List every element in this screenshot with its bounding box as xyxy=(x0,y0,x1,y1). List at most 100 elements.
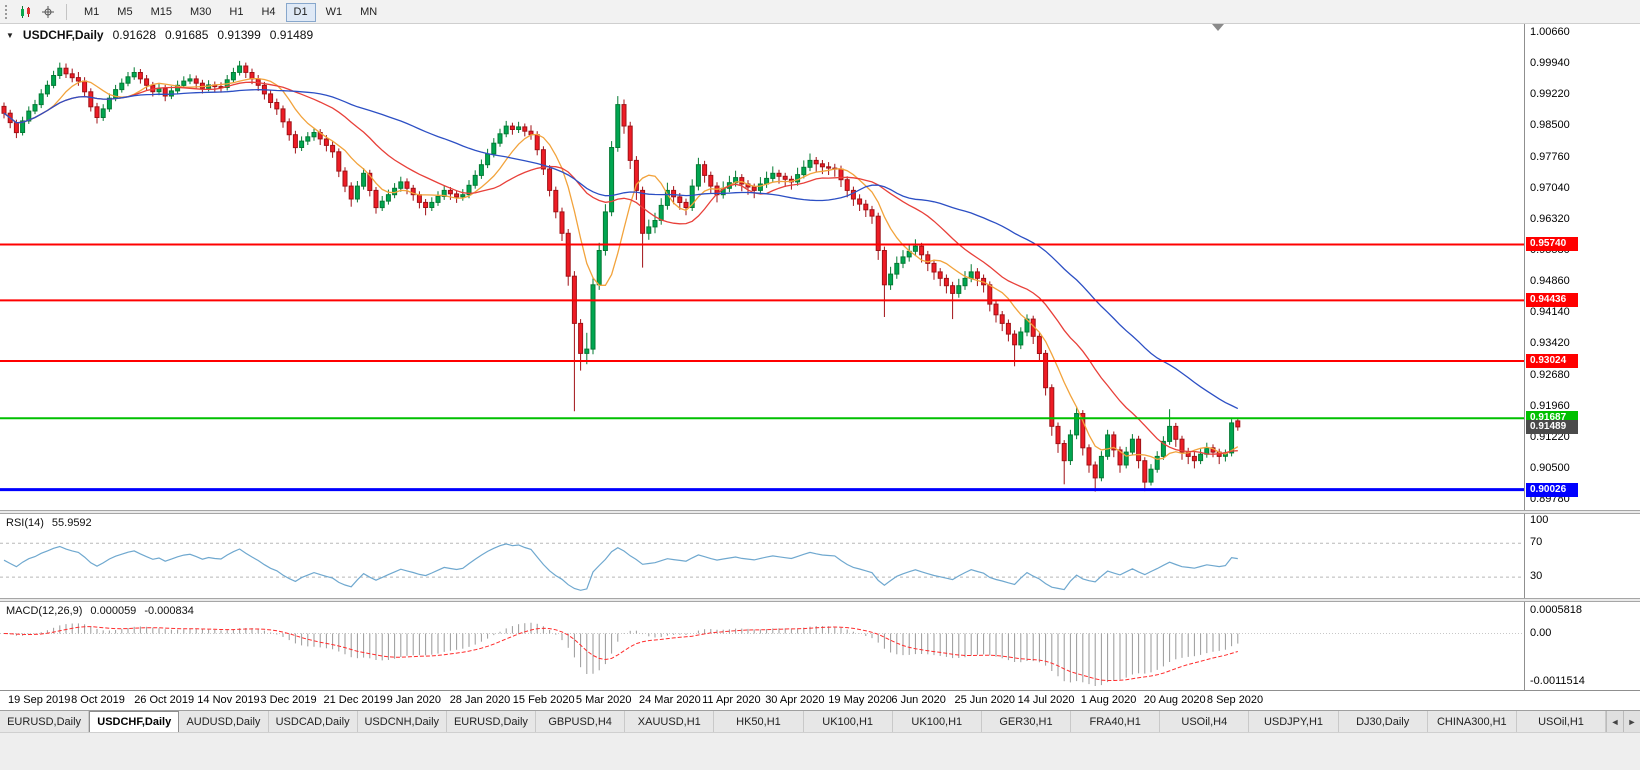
timeframe-h4-button[interactable]: H4 xyxy=(253,3,283,22)
macd-signal-value: -0.000834 xyxy=(144,605,194,617)
chart-symbol-label: USDCHF,Daily xyxy=(22,28,104,42)
chart-tabs: EURUSD,Daily USDCHF,Daily AUDUSD,Daily USDC… xyxy=(0,711,1607,732)
rsi-tick: 30 xyxy=(1530,570,1543,583)
chart-tab[interactable]: USOil,H4 xyxy=(1160,711,1250,732)
macd-label: MACD(12,26,9) xyxy=(6,605,83,617)
candlestick-glyph xyxy=(21,5,30,18)
price-tick: 0.99220 xyxy=(1530,88,1570,101)
price-tick: 0.97040 xyxy=(1530,181,1570,194)
time-axis: 19 Sep 2019 8 Oct 2019 26 Oct 2019 14 Nov 2… xyxy=(0,690,1640,710)
toolbar-separator xyxy=(66,3,67,20)
price-tick: 0.92680 xyxy=(1530,368,1570,381)
chart-tab-bar: EURUSD,Daily USDCHF,Daily AUDUSD,Daily USDC… xyxy=(0,710,1640,732)
date-label: 25 Jun 2020 xyxy=(954,694,1016,706)
price-level-badge: 0.93024 xyxy=(1526,353,1578,368)
high-value: 0.91685 xyxy=(165,28,209,42)
timeframe-m30-button[interactable]: M30 xyxy=(182,3,219,22)
timeframe-m5-button[interactable]: M5 xyxy=(109,3,140,22)
chart-tab[interactable]: FRA40,H1 xyxy=(1071,711,1161,732)
date-label: 21 Dec 2019 xyxy=(323,694,386,706)
date-label: 5 Mar 2020 xyxy=(575,694,632,706)
rsi-axis: 100 70 30 xyxy=(1525,514,1640,598)
chart-tab[interactable]: AUDUSD,Daily xyxy=(179,711,269,732)
price-tick: 1.00660 xyxy=(1530,26,1570,39)
ma-line-45 xyxy=(3,89,1239,410)
chart-tab[interactable]: EURUSD,Daily xyxy=(0,711,90,732)
tab-scroll-right-button[interactable]: ► xyxy=(1623,711,1640,732)
price-tick: 0.96320 xyxy=(1530,212,1570,225)
date-label: 15 Feb 2020 xyxy=(512,694,575,706)
chart-shift-marker[interactable] xyxy=(1212,24,1224,31)
date-label: 14 Nov 2019 xyxy=(197,694,260,706)
tab-scroll-left-button[interactable]: ◄ xyxy=(1606,711,1623,732)
price-tick: 0.97760 xyxy=(1530,150,1570,163)
chart-tab[interactable]: USOil,H1 xyxy=(1516,711,1607,732)
close-value: 0.91489 xyxy=(269,28,314,42)
crosshair-icon[interactable] xyxy=(38,2,58,22)
rsi-label: RSI(14) xyxy=(6,517,44,529)
chart-tab[interactable]: CHINA300,H1 xyxy=(1427,711,1517,732)
chart-title: ▼ USDCHF,Daily 0.91628 0.91685 0.91399 0… xyxy=(6,28,313,42)
current-price-badge: 0.91489 xyxy=(1526,419,1578,434)
chart-menu-icon[interactable]: ▼ xyxy=(6,30,14,40)
macd-tick: -0.0011514 xyxy=(1530,675,1585,687)
price-tick: 0.94860 xyxy=(1530,275,1570,288)
chart-tab[interactable]: EURUSD,Daily xyxy=(446,711,537,732)
timeframe-m15-button[interactable]: M15 xyxy=(143,3,180,22)
date-label: 19 May 2020 xyxy=(828,694,892,706)
chart-tab[interactable]: GBPUSD,H4 xyxy=(536,711,626,732)
rsi-chart[interactable] xyxy=(0,514,1524,598)
ma-line-21 xyxy=(3,81,1238,455)
pane-splitter[interactable] xyxy=(0,510,1640,514)
price-axis: 1.00660 0.99940 0.99220 0.98500 0.97760 0.970… xyxy=(1525,24,1640,510)
ma-line-8 xyxy=(3,77,1239,460)
top-toolbar: M1 M5 M15 M30 H1 H4 D1 W1 MN xyxy=(0,0,1640,24)
macd-main-value: 0.000059 xyxy=(90,605,137,617)
price-chart[interactable] xyxy=(0,24,1524,510)
chart-tab[interactable]: GER30,H1 xyxy=(981,711,1072,732)
timeframe-mn-button[interactable]: MN xyxy=(352,3,385,22)
chart-tab[interactable]: USDCHF,Daily xyxy=(89,711,180,732)
price-tick: 0.90500 xyxy=(1530,462,1570,475)
macd-plot xyxy=(0,622,1524,686)
price-tick: 0.94140 xyxy=(1530,306,1570,319)
crosshair-glyph xyxy=(42,5,54,18)
chart-tab[interactable]: USDJPY,H1 xyxy=(1249,711,1339,732)
candlestick-chart-icon[interactable] xyxy=(16,2,36,22)
timeframe-m1-button[interactable]: M1 xyxy=(76,3,107,22)
chart-tab[interactable]: HK50,H1 xyxy=(714,711,804,732)
price-tick: 0.91220 xyxy=(1530,431,1570,444)
date-label: 8 Oct 2019 xyxy=(71,694,125,706)
macd-tick: 0.00 xyxy=(1530,626,1552,639)
chart-tab[interactable]: USDCAD,Daily xyxy=(268,711,358,732)
price-tick: 0.93420 xyxy=(1530,336,1570,349)
macd-label-box: MACD(12,26,9) 0.000059 -0.000834 xyxy=(6,605,194,617)
timeframe-w1-button[interactable]: W1 xyxy=(318,3,351,22)
timeframe-d1-button[interactable]: D1 xyxy=(285,2,316,22)
low-value: 0.91399 xyxy=(217,28,261,42)
macd-axis: 0.0005818 0.00 -0.0011514 xyxy=(1525,602,1640,690)
pane-splitter[interactable] xyxy=(0,598,1640,602)
chart-tab[interactable]: XAUUSD,H1 xyxy=(625,711,715,732)
date-label: 3 Dec 2019 xyxy=(260,694,317,706)
chart-tab[interactable]: USDCNH,Daily xyxy=(357,711,447,732)
timeframe-h1-button[interactable]: H1 xyxy=(221,3,251,22)
rsi-label-box: RSI(14) 55.9592 xyxy=(6,517,92,529)
candles-layer xyxy=(1,60,1241,492)
date-label: 11 Apr 2020 xyxy=(702,694,761,706)
macd-chart[interactable] xyxy=(0,602,1524,690)
price-tick: 0.99940 xyxy=(1530,57,1570,70)
axis-divider xyxy=(1524,24,1525,690)
date-label: 6 Jun 2020 xyxy=(891,694,946,706)
toolbar-grip[interactable] xyxy=(5,4,9,19)
chart-tab[interactable]: UK100,H1 xyxy=(803,711,893,732)
date-label: 30 Apr 2020 xyxy=(765,694,825,706)
date-label: 24 Mar 2020 xyxy=(639,694,701,706)
date-label: 20 Aug 2020 xyxy=(1143,694,1206,706)
chart-tab[interactable]: UK100,H1 xyxy=(892,711,982,732)
macd-tick: 0.0005818 xyxy=(1530,604,1582,616)
chart-tab[interactable]: DJ30,Daily xyxy=(1338,711,1428,732)
open-value: 0.91628 xyxy=(112,28,156,42)
window-filler xyxy=(0,732,1640,770)
